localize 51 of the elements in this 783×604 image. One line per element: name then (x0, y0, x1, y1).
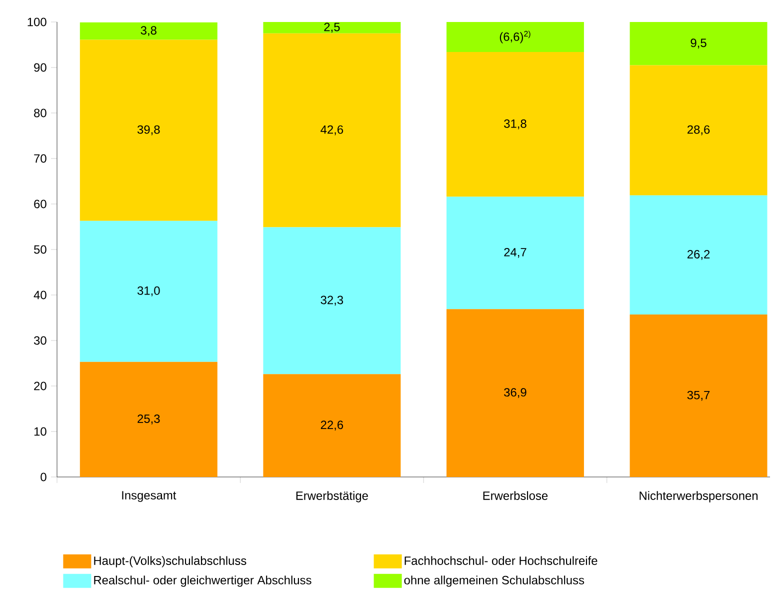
data-label: 9,5 (690, 38, 706, 49)
bar (80, 362, 218, 477)
bar (630, 22, 768, 66)
data-label: 25,3 (138, 414, 160, 424)
y-tick-label: 100 (28, 18, 46, 26)
data-label: 39,8 (137, 125, 160, 136)
y-tick-label: 50 (34, 245, 46, 254)
y-tick-label: 30 (34, 336, 46, 345)
bar (80, 220, 218, 362)
x-tick-label: Insgesamt (122, 491, 176, 502)
data-label: 36,9 (504, 388, 526, 398)
bar (446, 52, 584, 197)
bar (263, 374, 401, 477)
data-label: 42,6 (320, 125, 344, 136)
data-label: 35,7 (687, 390, 710, 401)
data-label: 26,2 (687, 250, 710, 260)
legend-label: ohne allgemeinen Schulabschluss (404, 576, 584, 587)
data-label: 31,8 (504, 119, 526, 130)
data-label: 31,0 (137, 286, 160, 296)
y-tick-label: 40 (34, 290, 46, 300)
bar (263, 22, 401, 34)
y-tick-label: 90 (34, 63, 46, 72)
legend-label: Realschul- oder gleichwertiger Abschluss (94, 576, 312, 587)
y-tick-label: 0 (40, 472, 46, 482)
y-tick-label: 70 (34, 154, 46, 163)
x-tick-label: Nichterwerbspersonen (640, 491, 758, 502)
data-label: 32,3 (320, 296, 344, 306)
data-label: 24,7 (504, 248, 526, 258)
legend-label: Haupt-(Volks)schulabschluss (94, 556, 246, 568)
data-label: (6,6)$^{2)}$ (500, 30, 530, 44)
bar (446, 22, 584, 52)
data-label: 2,5 (324, 22, 340, 33)
x-tick-label: Erwerbstätige (296, 491, 368, 502)
bar (630, 195, 768, 315)
x-tick-label: Erwerbslose (483, 491, 548, 500)
y-tick-label: 10 (34, 427, 46, 436)
bar (446, 309, 584, 477)
legend-label: Fachhochschul- oder Hochschulreife (404, 556, 598, 565)
bar (630, 314, 768, 477)
bar (630, 65, 768, 196)
bar (263, 33, 401, 228)
bar (80, 22, 218, 40)
bar (446, 196, 584, 310)
bar (263, 227, 401, 374)
bar (80, 40, 218, 221)
y-tick-label: 80 (34, 108, 46, 118)
data-label: 28,6 (687, 125, 710, 136)
data-label: 3,8 (140, 26, 156, 36)
data-label: 22,6 (320, 420, 344, 431)
y-tick-label: 20 (34, 382, 46, 390)
y-tick-label: 60 (34, 200, 46, 208)
